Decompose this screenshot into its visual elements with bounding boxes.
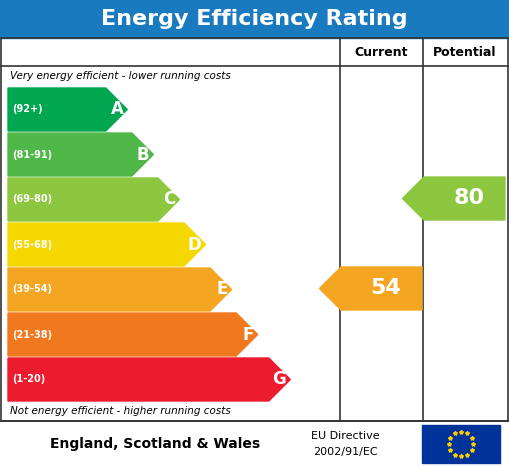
Text: Current: Current <box>355 45 408 58</box>
Text: E: E <box>216 281 228 298</box>
Text: D: D <box>188 235 202 254</box>
Text: (69-80): (69-80) <box>12 194 52 205</box>
Text: (92+): (92+) <box>12 105 43 114</box>
Text: EU Directive: EU Directive <box>310 431 379 441</box>
Polygon shape <box>8 358 290 401</box>
Text: C: C <box>163 191 176 208</box>
Text: 54: 54 <box>371 278 401 298</box>
Text: F: F <box>242 325 253 344</box>
Text: G: G <box>272 370 286 389</box>
Bar <box>422 425 500 463</box>
Polygon shape <box>8 88 127 131</box>
Polygon shape <box>8 313 258 356</box>
Text: A: A <box>110 100 123 119</box>
Text: (21-38): (21-38) <box>12 330 52 340</box>
Bar <box>0 421 509 467</box>
Polygon shape <box>8 268 232 311</box>
Text: (81-91): (81-91) <box>12 149 52 160</box>
Polygon shape <box>8 178 180 221</box>
Text: Not energy efficient - higher running costs: Not energy efficient - higher running co… <box>10 406 231 416</box>
Text: (39-54): (39-54) <box>12 284 52 295</box>
Polygon shape <box>8 133 153 176</box>
Text: 80: 80 <box>453 189 485 208</box>
Text: (55-68): (55-68) <box>12 240 52 249</box>
Text: B: B <box>137 146 149 163</box>
Text: England, Scotland & Wales: England, Scotland & Wales <box>50 437 260 451</box>
Text: 2002/91/EC: 2002/91/EC <box>313 447 377 457</box>
Text: (1-20): (1-20) <box>12 375 45 384</box>
Text: Energy Efficiency Rating: Energy Efficiency Rating <box>101 9 408 29</box>
Polygon shape <box>320 267 422 310</box>
Text: Potential: Potential <box>433 45 496 58</box>
Bar <box>0 0 509 38</box>
Bar <box>1 38 508 421</box>
Polygon shape <box>403 177 505 220</box>
Polygon shape <box>8 223 206 266</box>
Text: Very energy efficient - lower running costs: Very energy efficient - lower running co… <box>10 71 231 81</box>
